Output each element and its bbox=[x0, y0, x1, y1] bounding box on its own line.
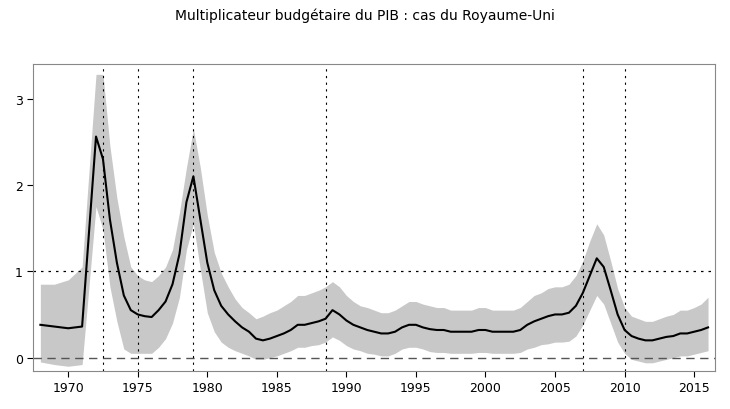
Text: Multiplicateur budgétaire du PIB : cas du Royaume-Uni: Multiplicateur budgétaire du PIB : cas d… bbox=[175, 8, 555, 22]
